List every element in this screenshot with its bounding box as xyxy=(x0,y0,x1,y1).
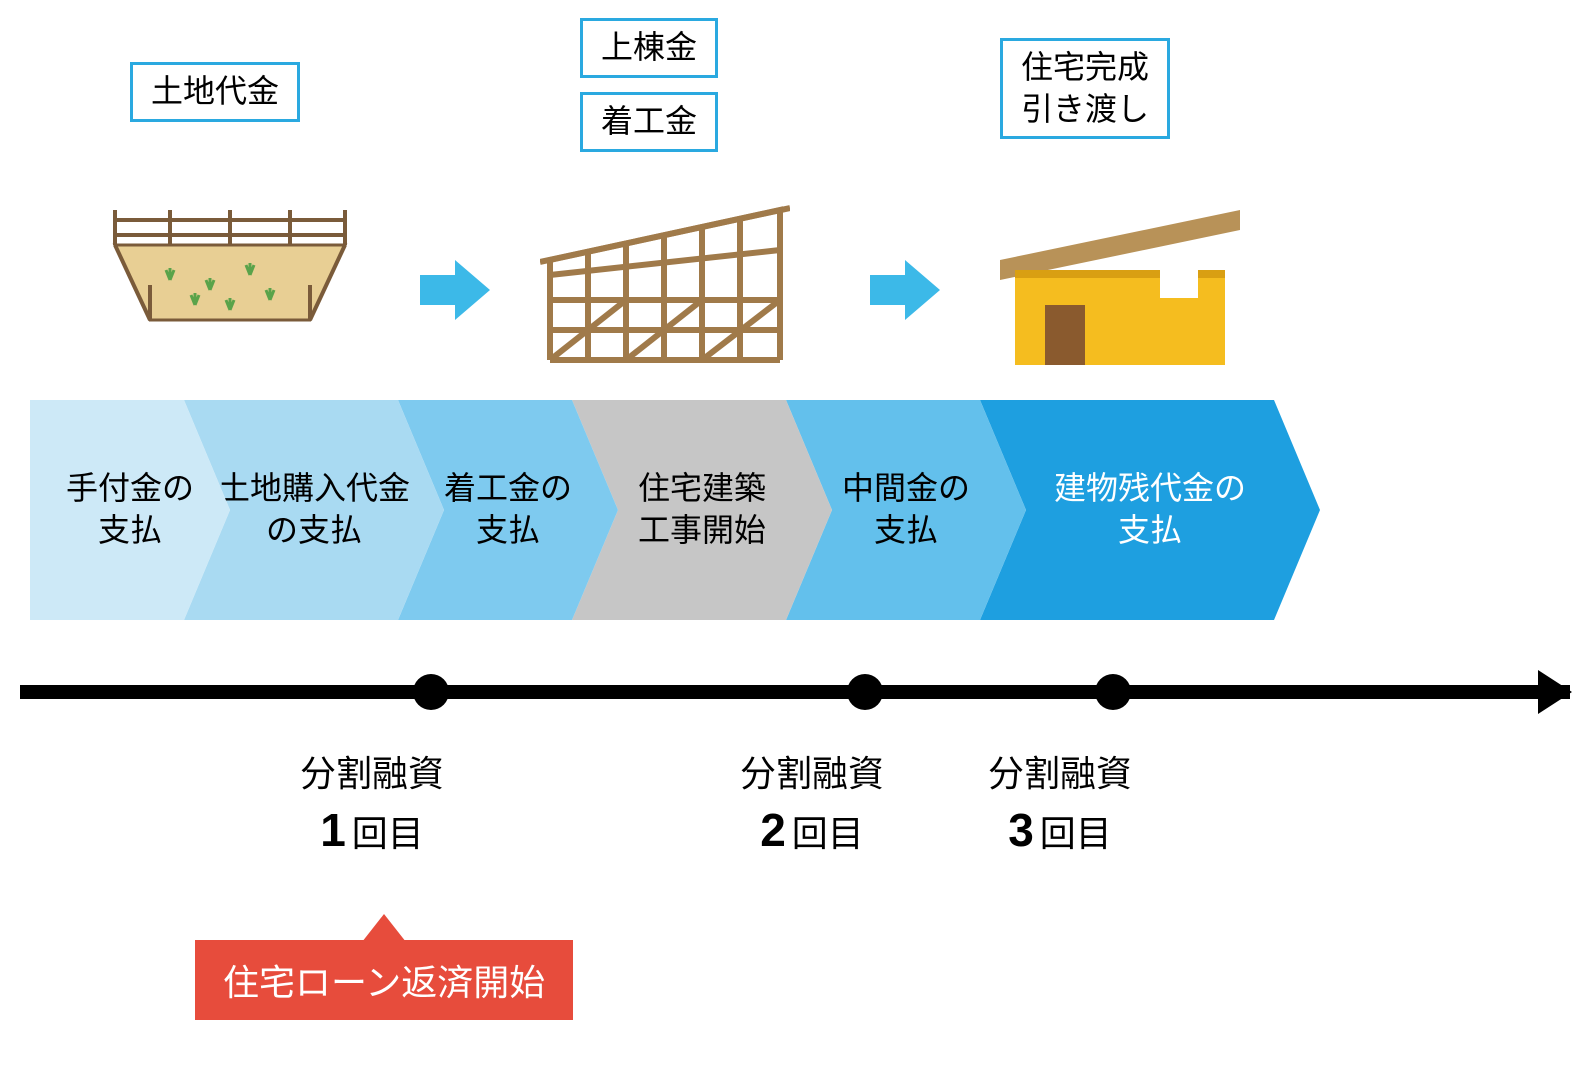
house-frame-icon xyxy=(540,190,790,375)
step-1: 手付金の 支払 xyxy=(30,400,230,620)
financing-round: 2回目 xyxy=(740,803,884,857)
loan-start-callout: 住宅ローン返済開始 xyxy=(195,940,573,1020)
lbl-ridge: 上棟金 xyxy=(580,18,718,78)
lbl-land: 土地代金 xyxy=(130,62,300,122)
timeline-axis xyxy=(20,685,1570,699)
step-label: 中間金の 支払 xyxy=(842,468,970,551)
land-plot-icon xyxy=(100,190,360,365)
timeline-dot xyxy=(413,674,449,710)
process-flow: 手付金の 支払土地購入代金 の支払着工金の 支払住宅建築 工事開始中間金の 支払… xyxy=(30,400,1560,620)
illustration-row xyxy=(0,190,1593,370)
transition-arrow-icon xyxy=(420,255,490,330)
financing-title: 分割融資 xyxy=(740,745,884,797)
financing-round: 3回目 xyxy=(988,803,1132,857)
financing-title: 分割融資 xyxy=(988,745,1132,797)
step-6: 建物残代金の 支払 xyxy=(980,400,1320,620)
fin-3: 分割融資 3回目 xyxy=(988,745,1132,857)
financing-title: 分割融資 xyxy=(300,745,444,797)
lbl-start: 着工金 xyxy=(580,92,718,152)
transition-arrow-icon xyxy=(870,255,940,330)
step-label: 土地購入代金 の支払 xyxy=(218,468,410,551)
finished-house-icon xyxy=(1000,190,1240,375)
fin-2: 分割融資 2回目 xyxy=(740,745,884,857)
diagram-container: 土地代金 上棟金着工金 住宅完成 引き渡し xyxy=(0,0,1593,1080)
timeline-dot xyxy=(847,674,883,710)
financing-round: 1回目 xyxy=(300,803,444,857)
callout-text: 住宅ローン返済開始 xyxy=(223,962,545,1003)
fin-1: 分割融資 1回目 xyxy=(300,745,444,857)
step-label: 住宅建築 工事開始 xyxy=(638,468,766,551)
timeline-dot xyxy=(1095,674,1131,710)
step-label: 建物残代金の 支払 xyxy=(1054,468,1246,551)
step-label: 着工金の 支払 xyxy=(444,468,572,551)
step-label: 手付金の 支払 xyxy=(66,468,194,551)
lbl-done: 住宅完成 引き渡し xyxy=(1000,38,1170,139)
